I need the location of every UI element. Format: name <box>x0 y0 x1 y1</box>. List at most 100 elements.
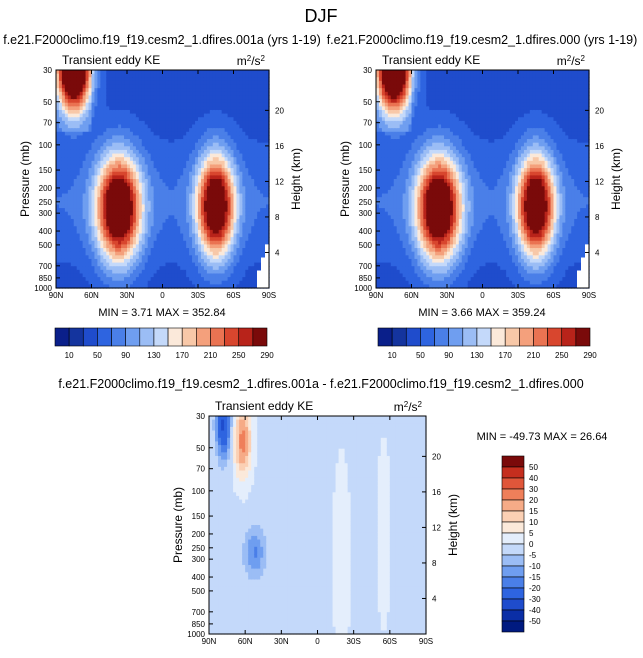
heatmap-cell <box>260 179 264 184</box>
heatmap-cell <box>393 197 398 202</box>
heatmap-cell <box>129 164 134 169</box>
heatmap-cell <box>82 258 87 264</box>
heatmap-cell <box>206 124 211 129</box>
heatmap-cell <box>76 131 81 136</box>
heatmap-cell <box>245 128 249 133</box>
heatmap-cell <box>118 211 122 216</box>
heatmap-cell <box>203 179 208 184</box>
heatmap-cell <box>195 128 199 133</box>
heatmap-cell <box>381 284 386 289</box>
heatmap-cell <box>118 182 122 187</box>
heatmap-cell <box>103 277 107 282</box>
heatmap-cell <box>141 182 146 187</box>
heatmap-cell <box>189 120 193 126</box>
heatmap-cell <box>100 153 104 158</box>
heatmap-cell <box>263 113 267 118</box>
heatmap-cell <box>381 113 386 118</box>
heatmap-cell <box>124 269 128 275</box>
heatmap-cell <box>156 237 161 242</box>
heatmap-cell <box>141 80 146 86</box>
heatmap-cell <box>58 84 63 89</box>
heatmap-cell <box>192 70 196 75</box>
heatmap-cell <box>109 204 113 209</box>
heatmap-cell <box>218 262 223 267</box>
heatmap-cell <box>64 200 69 206</box>
heatmap-cell <box>67 106 72 111</box>
heatmap-cell <box>260 77 264 82</box>
heatmap-cell <box>76 77 81 82</box>
heatmap-cell <box>183 73 187 78</box>
heatmap-cell <box>263 149 267 155</box>
heatmap-cell <box>399 91 404 97</box>
heatmap-cell <box>100 102 104 107</box>
heatmap-cell <box>64 240 69 245</box>
heatmap-cell <box>147 77 152 82</box>
heatmap-cell <box>118 251 122 256</box>
heatmap-cell <box>177 117 181 122</box>
heatmap-cell <box>91 280 96 285</box>
heatmap-cell <box>156 142 161 147</box>
heatmap-cell <box>260 222 264 227</box>
heatmap-cell <box>121 146 125 151</box>
heatmap-cell <box>94 244 99 249</box>
heatmap-cell <box>61 193 66 198</box>
heatmap-cell <box>198 131 202 136</box>
heatmap-cell <box>124 280 128 285</box>
heatmap-cell <box>230 262 235 267</box>
heatmap-cell <box>150 168 155 173</box>
heatmap-cell <box>180 88 184 93</box>
heatmap-cell <box>177 95 181 100</box>
heatmap-cell <box>127 131 131 136</box>
heatmap-cell <box>192 179 196 184</box>
heatmap-cell <box>387 218 392 224</box>
heatmap-cell <box>132 200 137 206</box>
heatmap-cell <box>206 160 211 166</box>
heatmap-cell <box>94 175 99 180</box>
heatmap-cell <box>396 135 401 140</box>
heatmap-cell <box>399 70 404 75</box>
heatmap-cell <box>384 131 389 136</box>
heatmap-cell <box>174 186 178 191</box>
heatmap-cell <box>254 117 258 122</box>
heatmap-cell <box>195 233 199 238</box>
heatmap-cell <box>227 117 232 122</box>
heatmap-cell <box>260 218 264 224</box>
heatmap-cell <box>215 84 220 89</box>
heatmap-cell <box>150 262 155 267</box>
heatmap-cell <box>168 277 172 282</box>
heatmap-cell <box>378 88 383 93</box>
heatmap-cell <box>73 102 78 107</box>
heatmap-cell <box>118 237 122 242</box>
heatmap-cell <box>215 128 220 133</box>
heatmap-cell <box>198 106 202 111</box>
heatmap-cell <box>132 240 137 245</box>
heatmap-cell <box>200 197 205 202</box>
heatmap-cell <box>224 251 229 256</box>
heatmap-cell <box>195 240 199 245</box>
heatmap-cell <box>260 109 264 115</box>
heatmap-cell <box>203 164 208 169</box>
heatmap-cell <box>135 84 140 89</box>
heatmap-cell <box>109 269 113 275</box>
heatmap-cell <box>153 197 158 202</box>
heatmap-cell <box>212 197 217 202</box>
heatmap-cell <box>399 128 404 133</box>
heatmap-cell <box>192 244 196 249</box>
heatmap-cell <box>168 106 172 111</box>
heatmap-cell <box>381 84 386 89</box>
heatmap-cell <box>70 266 75 271</box>
heatmap-cell <box>198 193 202 198</box>
heatmap-cell <box>61 269 66 275</box>
heatmap-cell <box>203 157 208 162</box>
heatmap-cell <box>132 208 137 213</box>
heatmap-cell <box>138 84 143 89</box>
heatmap-cell <box>88 182 93 187</box>
heatmap-cell <box>387 120 392 126</box>
heatmap-cell <box>94 197 99 202</box>
heatmap-cell <box>384 91 389 97</box>
heatmap-cell <box>387 106 392 111</box>
heatmap-cell <box>215 88 220 93</box>
heatmap-cell <box>129 197 134 202</box>
heatmap-cell <box>224 222 229 227</box>
heatmap-cell <box>206 109 211 115</box>
